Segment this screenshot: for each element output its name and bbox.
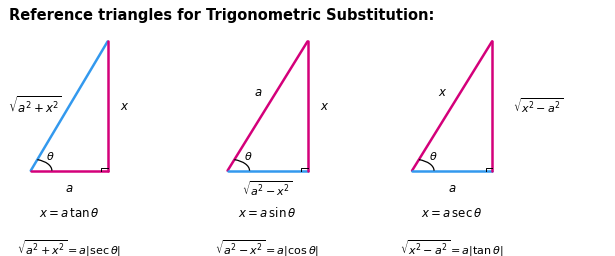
Text: $\sqrt{x^2-a^2} = a|\mathrm{tan}\,\theta|$: $\sqrt{x^2-a^2} = a|\mathrm{tan}\,\theta… — [400, 238, 504, 256]
Text: $\sqrt{a^2+x^2}$: $\sqrt{a^2+x^2}$ — [9, 95, 62, 117]
Text: Reference triangles for Trigonometric Substitution:: Reference triangles for Trigonometric Su… — [9, 8, 435, 23]
Text: $x = a \, \mathrm{sin} \, \theta$: $x = a \, \mathrm{sin} \, \theta$ — [238, 206, 297, 220]
Text: $x$: $x$ — [320, 100, 330, 113]
Text: $\theta$: $\theta$ — [46, 150, 55, 162]
Text: $a$: $a$ — [65, 183, 73, 195]
Text: $\sqrt{x^2-a^2}$: $\sqrt{x^2-a^2}$ — [513, 97, 563, 115]
Text: $x$: $x$ — [120, 100, 130, 113]
Text: $\theta$: $\theta$ — [429, 150, 437, 162]
Text: $x$: $x$ — [438, 86, 448, 99]
Text: $\sqrt{a^2-x^2} = a|\mathrm{cos}\,\theta|$: $\sqrt{a^2-x^2} = a|\mathrm{cos}\,\theta… — [215, 238, 320, 256]
Text: $\sqrt{a^2-x^2}$: $\sqrt{a^2-x^2}$ — [242, 180, 293, 198]
Text: $x = a \, \mathrm{tan} \, \theta$: $x = a \, \mathrm{tan} \, \theta$ — [39, 207, 100, 220]
Text: $\sqrt{a^2+x^2} = a|\mathrm{sec}\,\theta|$: $\sqrt{a^2+x^2} = a|\mathrm{sec}\,\theta… — [17, 238, 121, 256]
Text: $a$: $a$ — [254, 86, 263, 99]
Text: $a$: $a$ — [448, 183, 456, 195]
Text: $\theta$: $\theta$ — [244, 150, 253, 162]
Text: $x = a \, \mathrm{sec} \, \theta$: $x = a \, \mathrm{sec} \, \theta$ — [421, 207, 483, 220]
